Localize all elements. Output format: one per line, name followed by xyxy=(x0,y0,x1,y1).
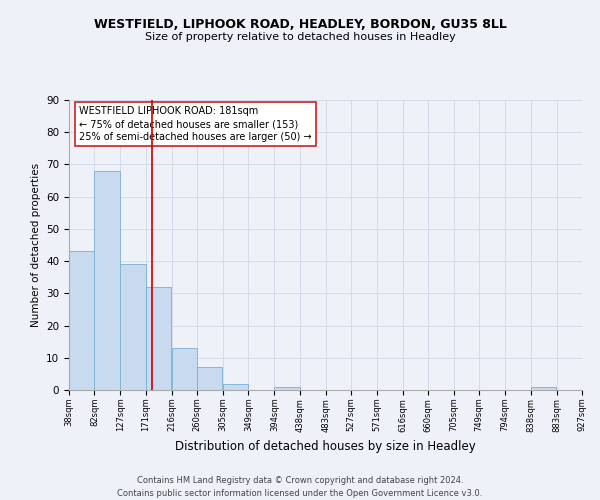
Text: WESTFIELD LIPHOOK ROAD: 181sqm
← 75% of detached houses are smaller (153)
25% of: WESTFIELD LIPHOOK ROAD: 181sqm ← 75% of … xyxy=(79,106,312,142)
Bar xyxy=(197,368,223,390)
Bar xyxy=(274,387,300,390)
Text: Contains HM Land Registry data © Crown copyright and database right 2024.: Contains HM Land Registry data © Crown c… xyxy=(137,476,463,485)
Text: Contains public sector information licensed under the Open Government Licence v3: Contains public sector information licen… xyxy=(118,489,482,498)
Bar xyxy=(69,252,94,390)
Bar xyxy=(94,171,120,390)
X-axis label: Distribution of detached houses by size in Headley: Distribution of detached houses by size … xyxy=(175,440,476,453)
Y-axis label: Number of detached properties: Number of detached properties xyxy=(31,163,41,327)
Text: WESTFIELD, LIPHOOK ROAD, HEADLEY, BORDON, GU35 8LL: WESTFIELD, LIPHOOK ROAD, HEADLEY, BORDON… xyxy=(94,18,506,30)
Bar xyxy=(172,348,197,390)
Bar xyxy=(146,287,171,390)
Text: Size of property relative to detached houses in Headley: Size of property relative to detached ho… xyxy=(145,32,455,42)
Bar xyxy=(121,264,146,390)
Bar xyxy=(530,387,556,390)
Bar xyxy=(223,384,248,390)
